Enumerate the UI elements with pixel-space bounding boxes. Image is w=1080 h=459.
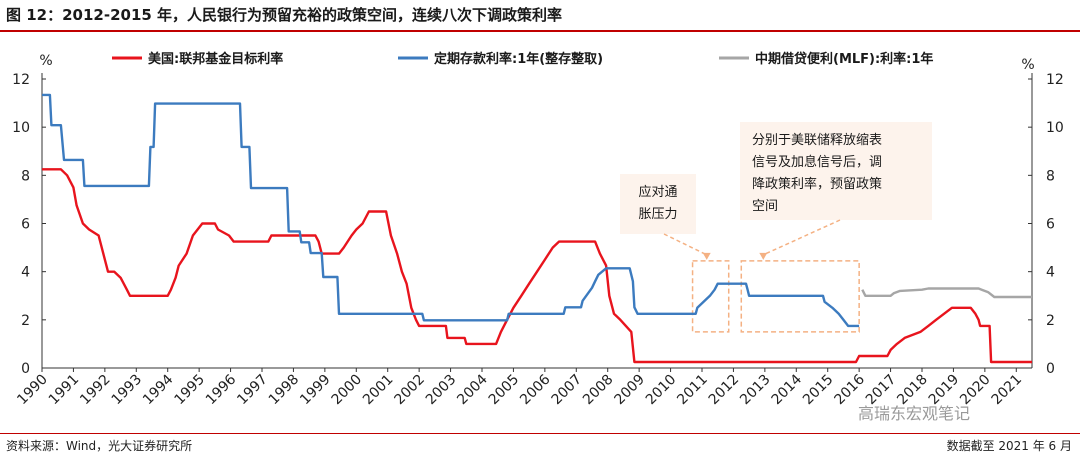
y-right-tick-label: 12 bbox=[1046, 72, 1064, 88]
annotation-connector bbox=[663, 233, 708, 256]
series-line bbox=[861, 287, 1032, 299]
x-tick-label: 1995 bbox=[171, 372, 208, 409]
y-left-tick-label: 12 bbox=[12, 72, 30, 88]
bottom-rule bbox=[0, 433, 1080, 434]
x-tick-label: 2021 bbox=[989, 372, 1026, 409]
title-rule bbox=[0, 30, 1080, 32]
x-tick-label: 1999 bbox=[297, 372, 334, 409]
annotation-arrowhead bbox=[702, 252, 711, 260]
x-tick-label: 2003 bbox=[423, 372, 460, 409]
x-tick-label: 2012 bbox=[706, 372, 743, 409]
x-tick-label: 2007 bbox=[549, 372, 586, 409]
y-left-tick-label: 0 bbox=[21, 361, 30, 377]
x-tick-label: 2006 bbox=[517, 371, 554, 408]
x-tick-label: 2002 bbox=[391, 372, 428, 409]
annotation-box bbox=[620, 174, 696, 234]
y-left-tick-label: 8 bbox=[21, 168, 30, 184]
x-tick-label: 1997 bbox=[234, 372, 271, 409]
x-tick-label: 2010 bbox=[643, 372, 680, 409]
y-left-tick-label: 6 bbox=[21, 217, 30, 233]
series-layer bbox=[42, 93, 1032, 364]
y-right-tick-label: 4 bbox=[1046, 265, 1055, 281]
source-note: 资料来源：Wind，光大证券研究所 bbox=[6, 439, 193, 453]
x-tick-label: 1993 bbox=[109, 372, 146, 409]
y-right-tick-label: 10 bbox=[1046, 120, 1064, 136]
annotation-text: 降政策利率，预留政策 bbox=[752, 176, 882, 192]
y-right-tick-label: 2 bbox=[1046, 313, 1055, 329]
x-tick-label: 2005 bbox=[486, 372, 523, 409]
tick-labels: % % 0 2 4 6 8 10 12 0 2 4 6 8 10 12 19901991199219931994… bbox=[12, 53, 1064, 408]
annotation-text: 胀压力 bbox=[638, 207, 677, 222]
x-tick-label: 1992 bbox=[77, 372, 114, 409]
x-tick-label: 2016 bbox=[831, 371, 868, 408]
y-right-tick-label: 0 bbox=[1046, 361, 1055, 377]
x-tick-label: 2017 bbox=[863, 372, 900, 409]
x-tick-label: 2000 bbox=[329, 372, 366, 409]
y-right-tick-label: 8 bbox=[1046, 168, 1055, 184]
annotation-text: 空间 bbox=[752, 199, 778, 214]
x-tick-label: 1996 bbox=[203, 371, 240, 408]
x-tick-label: 2008 bbox=[580, 372, 617, 409]
axes bbox=[41, 73, 1033, 372]
data-date-note: 数据截至 2021 年 6 月 bbox=[946, 439, 1072, 453]
x-tick-label: 2014 bbox=[769, 371, 806, 408]
policy-rate-chart: % % 0 2 4 6 8 10 12 0 2 4 6 8 10 12 19901991199219931994… bbox=[12, 51, 1064, 423]
y-right-tick-label: 6 bbox=[1046, 217, 1055, 233]
highlight-box bbox=[740, 260, 860, 333]
x-tick-label: 2019 bbox=[926, 372, 963, 409]
annotation-connector bbox=[762, 219, 841, 256]
figure-title: 图 12：2012-2015 年，人民银行为预留充裕的政策空间，连续八次下调政策… bbox=[6, 6, 563, 24]
y-left-tick-label: 10 bbox=[12, 120, 30, 136]
y-left-tick-label: 2 bbox=[21, 313, 30, 329]
x-tick-label: 2011 bbox=[674, 372, 711, 409]
annotation-box bbox=[740, 122, 932, 220]
x-tick-label: 2004 bbox=[454, 371, 491, 408]
x-tick-label: 2018 bbox=[894, 372, 931, 409]
watermark: 高瑞东宏观笔记 bbox=[858, 404, 970, 423]
series-line bbox=[42, 93, 860, 328]
x-tick-label: 2015 bbox=[800, 372, 837, 409]
legend: 美国:联邦基金目标利率 定期存款利率:1年(整存整取) 中期借贷便利(MLF):利率… bbox=[112, 51, 933, 67]
x-tick-label: 1991 bbox=[46, 372, 83, 409]
x-tick-label: 1994 bbox=[140, 371, 177, 408]
x-tick-label: 2009 bbox=[611, 372, 648, 409]
annotation-text: 信号及加息信号后，调 bbox=[752, 154, 882, 170]
legend-label: 美国:联邦基金目标利率 bbox=[148, 51, 283, 67]
x-tick-label: 2013 bbox=[737, 372, 774, 409]
highlight-box bbox=[691, 260, 730, 333]
legend-label: 中期借贷便利(MLF):利率:1年 bbox=[755, 51, 933, 67]
highlight-boxes bbox=[691, 260, 860, 333]
annotation-arrowhead bbox=[759, 252, 768, 260]
y-left-unit: % bbox=[39, 53, 52, 69]
y-right-unit: % bbox=[1021, 57, 1034, 73]
x-tick-label: 1998 bbox=[266, 372, 303, 409]
x-tick-label: 2001 bbox=[360, 372, 397, 409]
y-left-tick-label: 4 bbox=[21, 265, 30, 281]
legend-label: 定期存款利率:1年(整存整取) bbox=[433, 51, 603, 67]
annotation-text: 分别于美联储释放缩表 bbox=[752, 132, 882, 148]
annotation-text: 应对通 bbox=[638, 184, 677, 200]
x-tick-label: 2020 bbox=[957, 372, 994, 409]
x-tick-label: 1990 bbox=[14, 372, 51, 409]
